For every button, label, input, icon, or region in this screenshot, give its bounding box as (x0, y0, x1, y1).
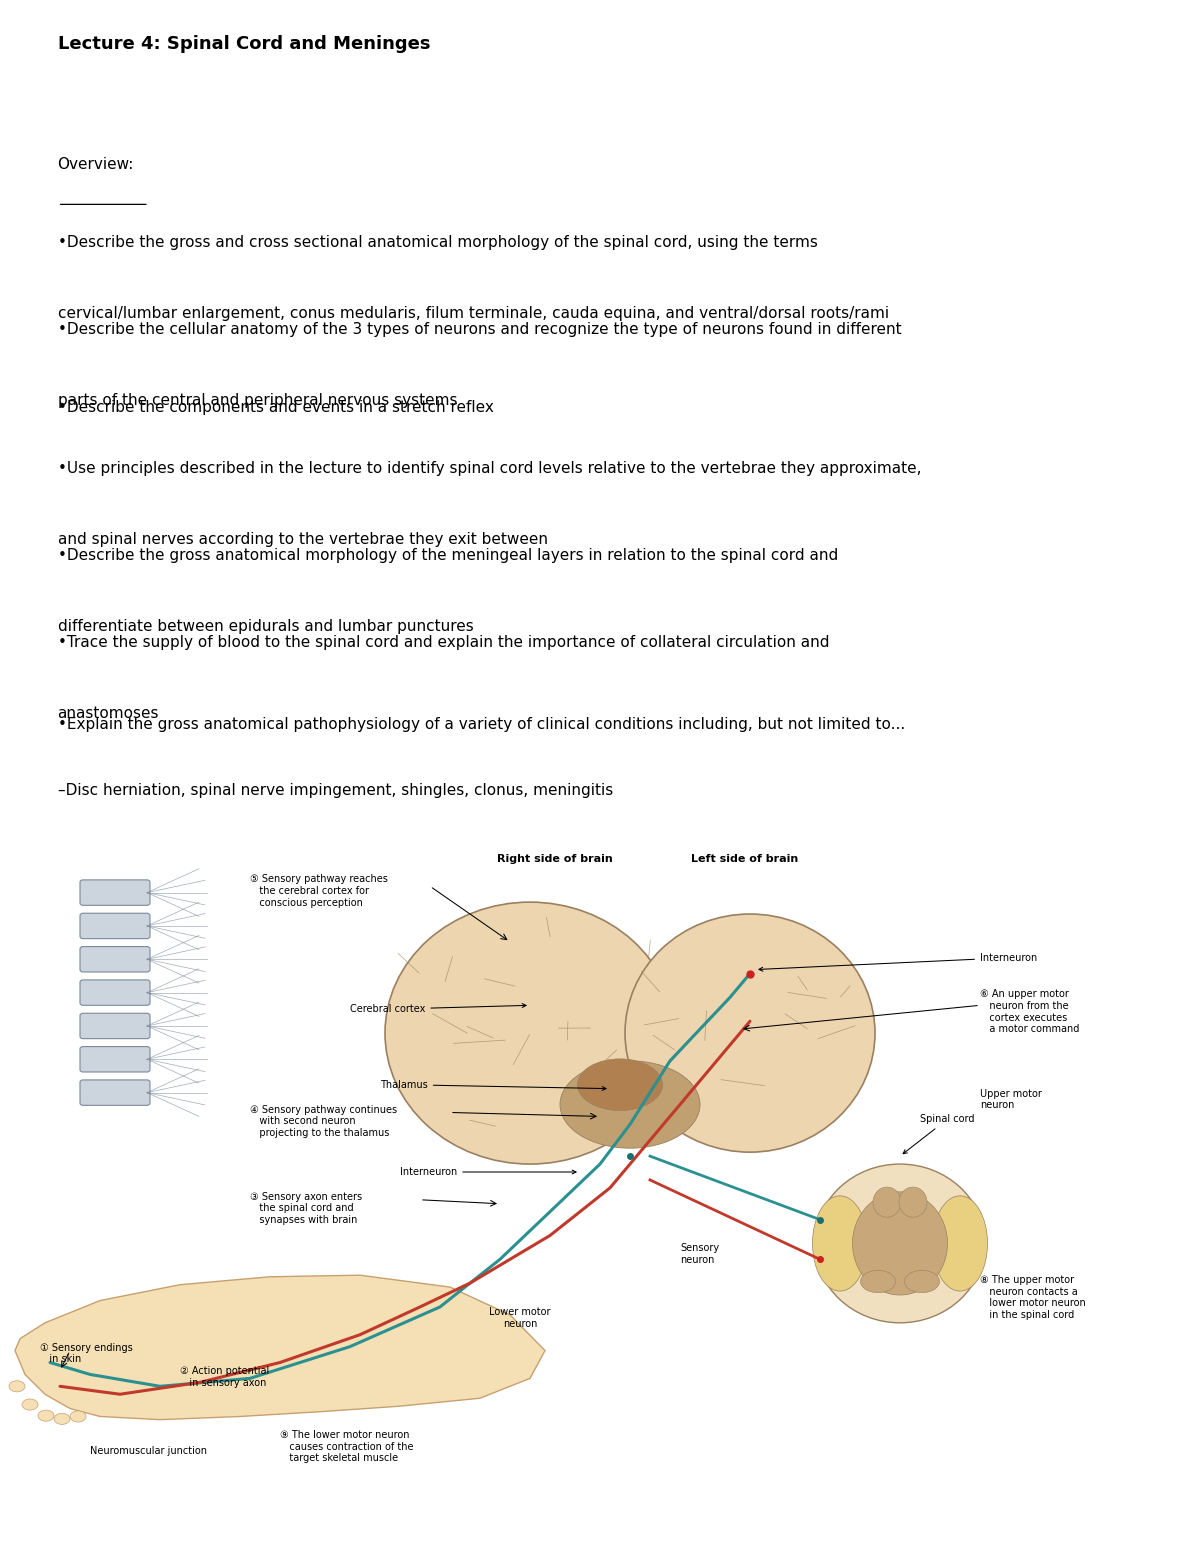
Text: Left side of brain: Left side of brain (691, 854, 799, 865)
Text: Neuromuscular junction: Neuromuscular junction (90, 1446, 208, 1455)
Ellipse shape (899, 1186, 928, 1218)
Ellipse shape (560, 1061, 700, 1148)
Text: Lecture 4: Spinal Cord and Meninges: Lecture 4: Spinal Cord and Meninges (58, 34, 430, 53)
Ellipse shape (860, 1270, 895, 1292)
FancyBboxPatch shape (80, 980, 150, 1005)
Text: Thalamus: Thalamus (380, 1079, 606, 1090)
FancyBboxPatch shape (80, 1047, 150, 1072)
Text: Interneuron: Interneuron (400, 1166, 576, 1177)
Ellipse shape (852, 1191, 948, 1295)
Text: •Describe the gross anatomical morphology of the meningeal layers in relation to: •Describe the gross anatomical morpholog… (58, 548, 838, 562)
Text: ⑧ The upper motor
   neuron contacts a
   lower motor neuron
   in the spinal co: ⑧ The upper motor neuron contacts a lowe… (980, 1275, 1086, 1320)
Text: and spinal nerves according to the vertebrae they exit between: and spinal nerves according to the verte… (58, 533, 547, 547)
Ellipse shape (905, 1270, 940, 1292)
Text: cervical/lumbar enlargement, conus medularis, filum terminale, cauda equina, and: cervical/lumbar enlargement, conus medul… (58, 306, 889, 321)
Ellipse shape (812, 1196, 868, 1291)
Ellipse shape (22, 1399, 38, 1410)
Ellipse shape (625, 915, 875, 1152)
Text: ④ Sensory pathway continues
   with second neuron
   projecting to the thalamus: ④ Sensory pathway continues with second … (250, 1104, 397, 1138)
Text: differentiate between epidurals and lumbar punctures: differentiate between epidurals and lumb… (58, 620, 473, 634)
Text: ② Action potential
   in sensory axon: ② Action potential in sensory axon (180, 1367, 269, 1388)
Text: •Use principles described in the lecture to identify spinal cord levels relative: •Use principles described in the lecture… (58, 461, 922, 475)
Text: ⑤ Sensory pathway reaches
   the cerebral cortex for
   conscious perception: ⑤ Sensory pathway reaches the cerebral c… (250, 874, 388, 907)
FancyBboxPatch shape (80, 881, 150, 905)
Ellipse shape (577, 1059, 662, 1110)
Text: •Describe the gross and cross sectional anatomical morphology of the spinal cord: •Describe the gross and cross sectional … (58, 235, 817, 250)
Ellipse shape (932, 1196, 988, 1291)
Text: anastomoses: anastomoses (58, 707, 160, 721)
Text: Overview:: Overview: (58, 157, 134, 171)
Text: •Explain the gross anatomical pathophysiology of a variety of clinical condition: •Explain the gross anatomical pathophysi… (58, 717, 905, 733)
FancyBboxPatch shape (80, 1079, 150, 1106)
Text: Upper motor
neuron: Upper motor neuron (980, 1089, 1042, 1110)
Ellipse shape (70, 1412, 86, 1423)
Text: ③ Sensory axon enters
   the spinal cord and
   synapses with brain: ③ Sensory axon enters the spinal cord an… (250, 1191, 362, 1225)
Text: Spinal cord: Spinal cord (904, 1115, 974, 1154)
Ellipse shape (10, 1381, 25, 1391)
Text: ⑨ The lower motor neuron
   causes contraction of the
   target skeletal muscle: ⑨ The lower motor neuron causes contract… (280, 1430, 414, 1463)
Text: •Describe the cellular anatomy of the 3 types of neurons and recognize the type : •Describe the cellular anatomy of the 3 … (58, 321, 901, 337)
Polygon shape (14, 1275, 545, 1419)
Text: parts of the central and peripheral nervous systems: parts of the central and peripheral nerv… (58, 393, 457, 408)
Text: •Describe the components and events in a stretch reflex: •Describe the components and events in a… (58, 401, 493, 415)
Text: Lower motor
neuron: Lower motor neuron (490, 1308, 551, 1328)
Text: •Trace the supply of blood to the spinal cord and explain the importance of coll: •Trace the supply of blood to the spinal… (58, 635, 829, 649)
Ellipse shape (385, 902, 674, 1165)
Text: ⑥ An upper motor
   neuron from the
   cortex executes
   a motor command: ⑥ An upper motor neuron from the cortex … (980, 989, 1079, 1034)
FancyBboxPatch shape (80, 913, 150, 938)
Text: Interneuron: Interneuron (758, 952, 1037, 971)
Text: Sensory
neuron: Sensory neuron (680, 1244, 719, 1266)
Text: –Disc herniation, spinal nerve impingement, shingles, clonus, meningitis: –Disc herniation, spinal nerve impingeme… (58, 783, 613, 798)
FancyBboxPatch shape (80, 1013, 150, 1039)
Text: Cerebral cortex: Cerebral cortex (350, 1003, 526, 1014)
Ellipse shape (872, 1186, 901, 1218)
Ellipse shape (54, 1413, 70, 1424)
Ellipse shape (38, 1410, 54, 1421)
Ellipse shape (815, 1165, 985, 1323)
Text: ① Sensory endings
   in skin: ① Sensory endings in skin (40, 1343, 133, 1364)
Text: Right side of brain: Right side of brain (497, 854, 613, 865)
FancyBboxPatch shape (80, 947, 150, 972)
